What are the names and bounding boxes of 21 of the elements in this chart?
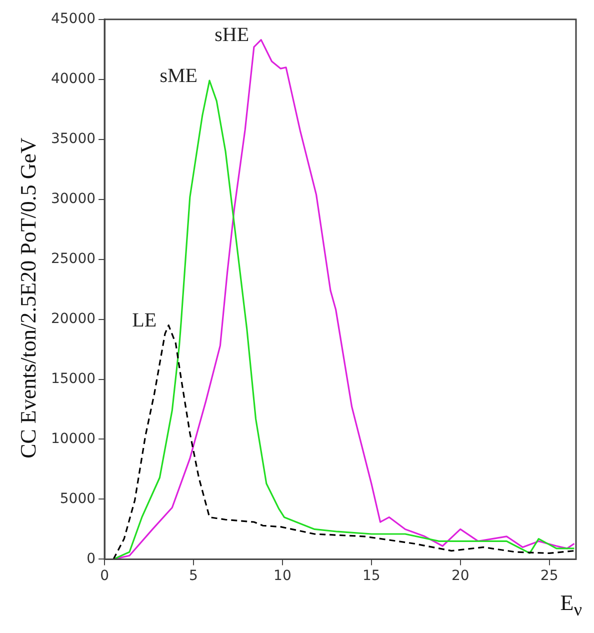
x-tick-label: 5 xyxy=(189,568,198,584)
x-tick-label: 20 xyxy=(451,568,470,584)
y-tick-label: 0 xyxy=(86,550,96,567)
series-label: LE xyxy=(132,310,157,332)
y-tick-label: 5000 xyxy=(60,490,96,507)
y-axis-title: CC Events/ton/2.5E20 PoT/0.5 GeV xyxy=(15,138,41,458)
y-tick-label: 20000 xyxy=(50,310,96,327)
y-tick-label: 45000 xyxy=(50,11,96,28)
x-tick-label: 25 xyxy=(540,568,558,584)
y-tick-label: 10000 xyxy=(50,430,96,447)
y-tick-label: 25000 xyxy=(50,250,96,267)
series-label: sME xyxy=(160,64,198,87)
y-tick-label: 40000 xyxy=(50,71,96,88)
y-tick-label: 35000 xyxy=(50,130,96,147)
y-tick-label: 30000 xyxy=(50,190,96,207)
y-tick-label: 15000 xyxy=(50,370,96,387)
x-tick-label: 15 xyxy=(362,568,380,584)
series-label: sHE xyxy=(214,24,250,46)
x-axis-title: E$_{ν}$ xyxy=(560,590,582,620)
x-tick-label: 10 xyxy=(274,568,292,584)
x-tick-label: 0 xyxy=(100,568,109,584)
